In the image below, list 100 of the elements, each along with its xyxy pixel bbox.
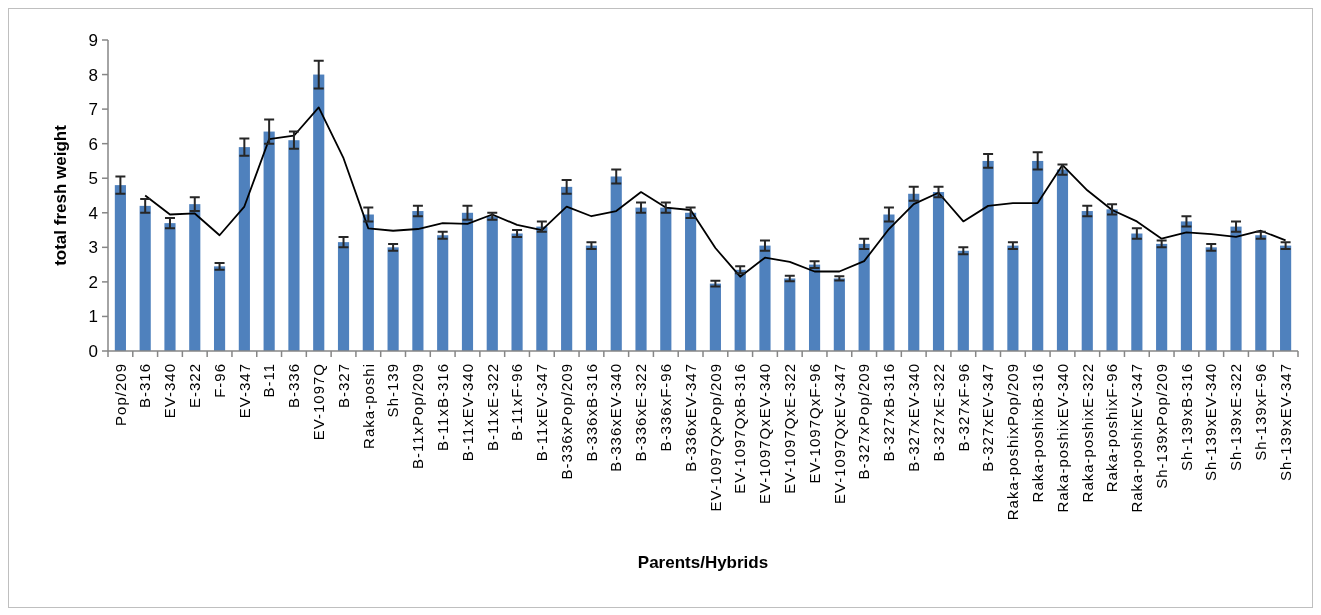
x-tick-label: EV-1097QxEV-340 bbox=[756, 363, 774, 504]
y-tick-label: 0 bbox=[88, 341, 98, 361]
x-tick-label: Raka-poshixEV-340 bbox=[1053, 363, 1071, 513]
bar bbox=[685, 212, 697, 351]
bar bbox=[610, 176, 622, 351]
bar bbox=[412, 211, 424, 351]
x-tick-label: B-327xPop/209 bbox=[855, 363, 873, 480]
x-tick-label: B-11xB-316 bbox=[433, 363, 451, 452]
x-tick-label: E-322 bbox=[186, 363, 204, 409]
x-tick-label: B-11xF-96 bbox=[508, 363, 526, 441]
bar bbox=[437, 235, 449, 351]
y-axis-title: total fresh weight bbox=[51, 124, 70, 266]
x-tick-label: F-96 bbox=[210, 363, 228, 398]
bar bbox=[1180, 221, 1193, 351]
bar bbox=[635, 207, 647, 351]
bar bbox=[858, 243, 870, 351]
x-axis-title: Parents/Hybrids bbox=[637, 553, 769, 572]
x-tick-label: Raka-poshixPop/209 bbox=[1004, 363, 1022, 521]
x-tick-label: B-336xB-316 bbox=[582, 363, 600, 462]
y-tick-label: 8 bbox=[88, 65, 98, 85]
x-tick-label: B-11xEV-340 bbox=[458, 363, 476, 462]
x-tick-label: B-11xEV-347 bbox=[533, 363, 551, 462]
bar bbox=[1230, 226, 1242, 351]
bar bbox=[486, 216, 498, 351]
y-tick-label: 5 bbox=[88, 169, 98, 189]
x-tick-label: Raka-poshixF-96 bbox=[1103, 363, 1121, 493]
bar bbox=[1131, 233, 1143, 351]
x-tick-label: EV-1097QxEV-347 bbox=[830, 363, 848, 504]
bar bbox=[337, 242, 350, 351]
x-tick-label: Pop/209 bbox=[111, 363, 129, 426]
bar bbox=[263, 131, 275, 351]
bar bbox=[734, 269, 746, 351]
x-tick-label: EV-1097QxPop/209 bbox=[706, 363, 724, 512]
bar bbox=[908, 193, 920, 351]
x-tick-label: EV-1097Q bbox=[309, 363, 327, 441]
bar bbox=[536, 226, 548, 351]
bar bbox=[932, 192, 945, 351]
x-tick-label: Sh-139xE-322 bbox=[1227, 363, 1245, 471]
bar bbox=[784, 278, 796, 351]
bar bbox=[709, 283, 721, 351]
x-tick-label: B-336xPop/209 bbox=[557, 363, 575, 480]
bar bbox=[561, 186, 573, 351]
bar bbox=[660, 207, 672, 351]
bar bbox=[833, 278, 845, 351]
x-tick-label: EV-1097QxE-322 bbox=[781, 363, 799, 494]
x-tick-label: B-327xE-322 bbox=[929, 363, 947, 462]
x-tick-label: Raka-poshixEV-347 bbox=[1128, 363, 1146, 513]
bar bbox=[213, 266, 226, 351]
bar bbox=[957, 250, 969, 351]
bar bbox=[1205, 247, 1217, 351]
x-tick-label: EV-347 bbox=[235, 363, 253, 419]
bar bbox=[808, 264, 821, 351]
bar bbox=[461, 212, 474, 351]
bar bbox=[139, 205, 151, 351]
bar bbox=[238, 147, 250, 351]
x-tick-label: B-336 bbox=[285, 363, 303, 409]
bar bbox=[982, 160, 994, 351]
bar bbox=[362, 214, 374, 351]
x-tick-label: Sh-139xB-316 bbox=[1177, 363, 1195, 471]
bar bbox=[1032, 160, 1044, 351]
y-tick-label: 3 bbox=[88, 238, 98, 258]
x-tick-label: Sh-139xF-96 bbox=[1252, 363, 1270, 461]
x-tick-label: B-336xF-96 bbox=[657, 363, 675, 452]
bar bbox=[114, 185, 126, 351]
x-tick-label: Sh-139xPop/209 bbox=[1152, 363, 1170, 489]
bar bbox=[387, 247, 399, 351]
y-tick-label: 4 bbox=[88, 203, 98, 223]
bar bbox=[1280, 245, 1292, 351]
x-tick-label: B-327xEV-340 bbox=[904, 363, 922, 472]
y-tick-label: 9 bbox=[88, 30, 98, 50]
x-tick-label: Sh-139xEV-347 bbox=[1276, 363, 1294, 482]
x-tick-label: B-316 bbox=[136, 363, 154, 409]
bar bbox=[1156, 243, 1168, 351]
x-tick-label: B-327xF-96 bbox=[954, 363, 972, 452]
x-tick-label: Raka-poshi bbox=[359, 363, 377, 449]
bar bbox=[189, 204, 201, 351]
bar bbox=[1106, 209, 1118, 351]
x-tick-label: B-11 bbox=[260, 363, 278, 398]
y-tick-label: 1 bbox=[88, 307, 98, 327]
bar bbox=[883, 214, 895, 351]
x-tick-label: B-327xEV-347 bbox=[979, 363, 997, 472]
x-tick-label: Sh-139xEV-340 bbox=[1202, 363, 1220, 482]
bar bbox=[1081, 211, 1093, 351]
x-tick-label: B-327xB-316 bbox=[880, 363, 898, 462]
bar bbox=[759, 245, 771, 351]
x-tick-label: B-11xE-322 bbox=[483, 363, 501, 452]
x-tick-label: B-327 bbox=[334, 363, 352, 409]
y-tick-label: 6 bbox=[88, 134, 98, 154]
line-series bbox=[144, 106, 1287, 278]
x-tick-label: B-336xEV-347 bbox=[681, 363, 699, 472]
bar bbox=[1056, 169, 1069, 351]
y-tick-label: 2 bbox=[88, 272, 98, 292]
bar bbox=[288, 140, 300, 351]
x-tick-label: B-336xE-322 bbox=[632, 363, 650, 462]
x-tick-label: EV-1097QxB-316 bbox=[731, 363, 749, 494]
y-tick-label: 7 bbox=[88, 100, 98, 120]
x-tick-label: EV-340 bbox=[161, 363, 179, 419]
x-tick-label: Raka-poshixB-316 bbox=[1028, 363, 1046, 503]
x-tick-label: B-11xPop/209 bbox=[409, 363, 427, 469]
bar bbox=[164, 223, 176, 351]
